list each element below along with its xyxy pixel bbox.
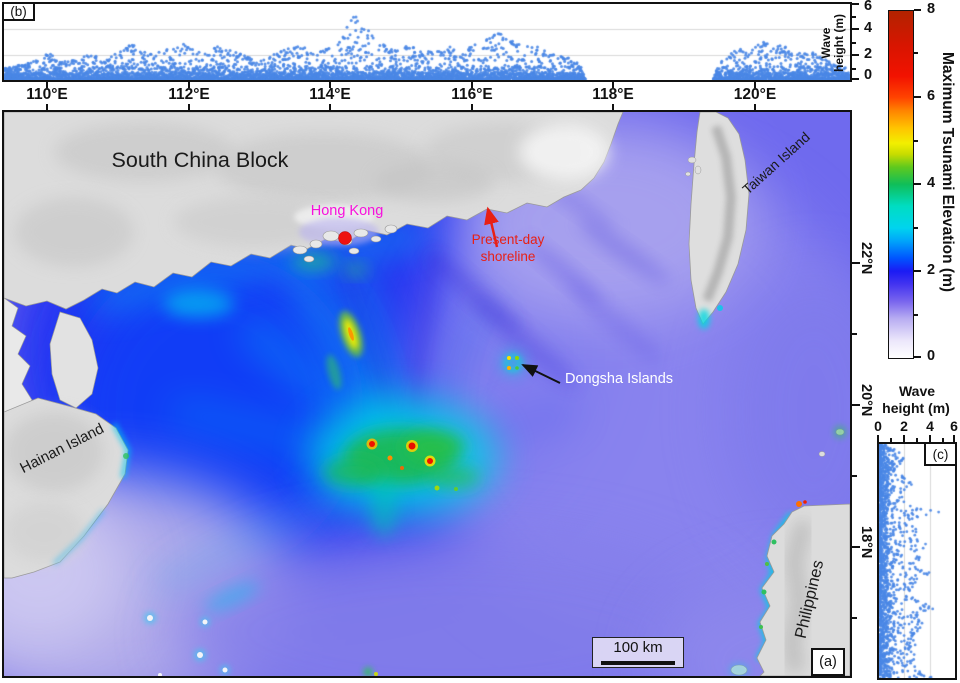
panel-c-scatter-canvas <box>879 444 955 678</box>
label-south-china-block: South China Block <box>111 148 289 172</box>
panel-b-wave-height-longitude: (b) Wave height (m) <box>2 2 852 82</box>
tick-minor <box>914 227 918 229</box>
tick <box>852 78 859 80</box>
panel-c-xtick: 6 <box>950 418 958 434</box>
tick-minor <box>852 16 856 18</box>
land-hainan <box>4 297 131 579</box>
tsunami-source-hotspot <box>309 310 499 537</box>
land-taiwan <box>685 112 750 329</box>
colorbar-tick-label: 2 <box>926 262 936 278</box>
tick-minor <box>942 438 944 442</box>
lon-tick-label: 110°E <box>26 86 68 103</box>
tick <box>329 82 331 88</box>
tick <box>914 183 921 185</box>
tick <box>852 54 859 56</box>
lat-tick-label: 18°N <box>858 526 874 559</box>
tick <box>471 104 473 110</box>
colorbar-tick-label: 6 <box>926 88 936 104</box>
label-hong-kong: Hong Kong <box>310 203 384 219</box>
tick-minor <box>914 314 918 316</box>
label-present-day-shoreline: Present-day shoreline <box>471 232 545 264</box>
tick <box>852 546 860 548</box>
tick <box>46 104 48 110</box>
tick-minor <box>852 617 857 619</box>
lat-tick-label: 20°N <box>858 384 874 417</box>
tick-minor <box>890 438 892 442</box>
panel-c-wave-height-latitude: (c) <box>877 442 957 680</box>
tick <box>188 82 190 88</box>
tick <box>903 435 905 442</box>
colorbar-tick-label: 4 <box>926 175 936 191</box>
tick-minor <box>914 52 918 54</box>
panel-b-ylabel: Wave height (m) <box>819 14 846 72</box>
land-south-china-block <box>4 112 624 310</box>
tick-minor <box>852 68 856 70</box>
hong-kong-marker <box>338 231 352 245</box>
tick-minor <box>914 140 918 142</box>
tick <box>471 82 473 88</box>
tick <box>914 96 921 98</box>
lon-tick-label: 120°E <box>733 86 777 103</box>
land-philippines <box>728 425 850 676</box>
tick <box>612 104 614 110</box>
tick <box>953 435 955 442</box>
panel-c-xtick: 2 <box>900 418 908 434</box>
panel-a-label-box: (a) <box>811 648 845 676</box>
panel-b-scatter-canvas <box>4 4 850 80</box>
colorbar-title: Maximum Tsunami Elevation (m) <box>939 52 956 293</box>
map-panel-a: South China Block Hong Kong Present-day … <box>2 110 852 678</box>
panel-c-title-line2: height (m) <box>882 400 950 416</box>
tick <box>188 104 190 110</box>
scale-bar-line <box>601 661 675 665</box>
scale-bar-label: 100 km <box>613 639 663 656</box>
scale-bar: 100 km <box>592 637 684 668</box>
tick <box>329 104 331 110</box>
island-specks <box>144 582 378 676</box>
colorbar <box>888 10 914 359</box>
tick <box>914 356 921 358</box>
lon-tick-label: 112°E <box>168 86 210 103</box>
panel-c-label: (c) <box>932 446 949 462</box>
tick <box>852 404 860 406</box>
lon-tick-label: 116°E <box>451 86 493 103</box>
tick-minor <box>916 438 918 442</box>
panel-a-label: (a) <box>819 654 837 670</box>
dongsha-arrow <box>521 364 561 384</box>
shoreline-arrow <box>484 206 499 248</box>
tick <box>754 82 756 88</box>
panel-c-xtick: 4 <box>926 418 934 434</box>
panel-b-ytick: 6 <box>863 0 873 14</box>
dongsha-atoll <box>501 351 525 375</box>
panel-c-xtick: 0 <box>874 418 882 434</box>
lat-tick-label: 22°N <box>858 242 874 275</box>
tick <box>852 3 859 5</box>
tick <box>929 435 931 442</box>
colorbar-tick-label: 0 <box>926 348 936 364</box>
lon-tick-label: 118°E <box>592 86 634 103</box>
tick-minor <box>852 333 857 335</box>
panel-b-ytick: 0 <box>863 67 873 83</box>
tick <box>914 9 921 11</box>
panel-b-ytick: 4 <box>863 20 873 36</box>
tick-minor <box>852 475 857 477</box>
lon-tick-label: 114°E <box>309 86 351 103</box>
panel-b-label-box: (b) <box>2 2 35 21</box>
wave-texture <box>427 172 670 388</box>
tick <box>852 28 859 30</box>
map-raster <box>4 112 850 676</box>
tick-minor <box>852 42 856 44</box>
colorbar-tick-label: 8 <box>926 1 936 17</box>
label-dongsha-islands: Dongsha Islands <box>565 371 674 387</box>
panel-b-ytick: 2 <box>863 46 873 62</box>
tick <box>754 104 756 110</box>
panel-b-label: (b) <box>10 4 27 19</box>
panel-c-label-box: (c) <box>924 442 957 466</box>
tick <box>914 270 921 272</box>
tick <box>46 82 48 88</box>
tick <box>877 435 879 442</box>
tick <box>612 82 614 88</box>
panel-c-title-line1: Wave <box>898 383 936 399</box>
tick <box>852 262 860 264</box>
